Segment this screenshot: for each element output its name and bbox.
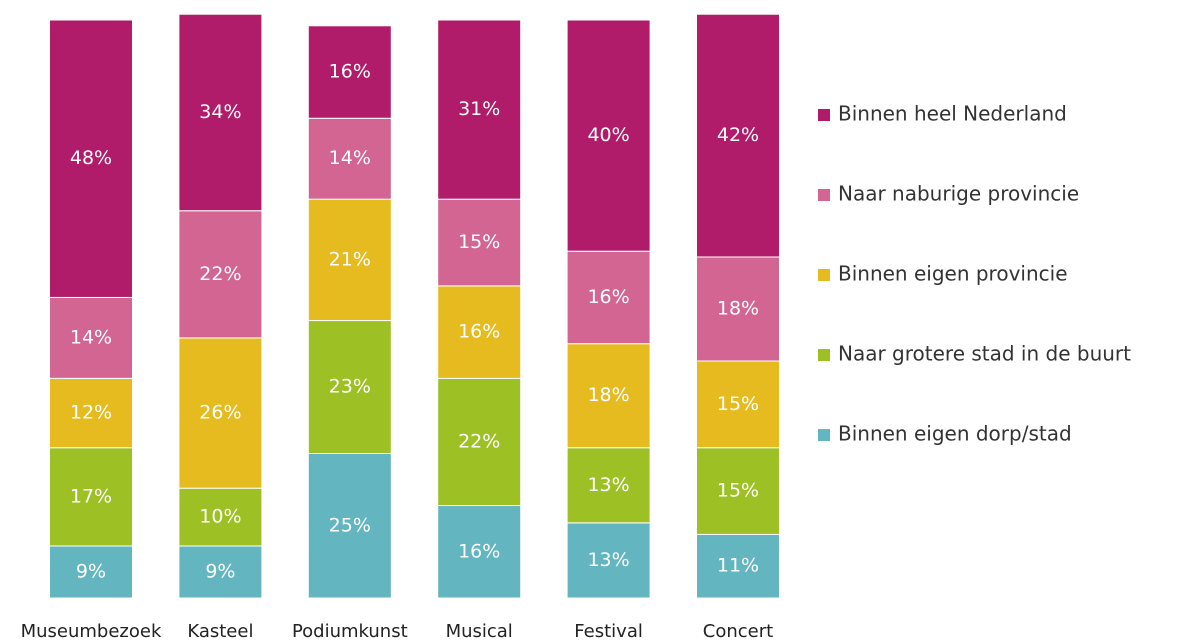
legend-swatch	[818, 429, 830, 441]
bar-segment	[307, 453, 392, 599]
data-label: 17%	[70, 485, 112, 507]
data-label: 10%	[199, 506, 241, 528]
data-label: 48%	[70, 147, 112, 169]
data-label: 23%	[329, 376, 371, 398]
bar-segment	[437, 19, 522, 200]
bar-segment	[307, 320, 392, 454]
legend-label: Naar naburige provincie	[838, 182, 1079, 206]
bar-segment	[437, 505, 522, 599]
legend-label: Binnen eigen provincie	[838, 262, 1068, 286]
data-label: 18%	[587, 384, 629, 406]
data-label: 42%	[717, 124, 759, 146]
bar-segment	[566, 343, 651, 449]
bar-segment	[178, 545, 263, 599]
legend-label: Binnen eigen dorp/stad	[838, 422, 1072, 446]
legend-label: Binnen heel Nederland	[838, 102, 1067, 126]
data-label: 13%	[587, 474, 629, 496]
data-label: 25%	[329, 514, 371, 536]
bar-segment	[178, 337, 263, 489]
legend-swatch	[818, 109, 830, 121]
data-label: 15%	[717, 480, 759, 502]
bar-segment	[566, 19, 651, 252]
bar-segment	[178, 487, 263, 547]
bar-segment	[437, 198, 522, 287]
bar-segment	[696, 533, 780, 599]
data-label: 16%	[458, 540, 500, 562]
bar-segment	[696, 256, 780, 362]
data-label: 31%	[458, 98, 500, 120]
bar-segment	[696, 360, 780, 449]
data-label: 16%	[587, 286, 629, 308]
legend-label: Naar grotere stad in de buurt	[838, 342, 1131, 366]
bar-segment	[49, 545, 133, 599]
bar-segment	[49, 19, 133, 298]
data-label: 13%	[587, 549, 629, 571]
data-label: 15%	[717, 393, 759, 415]
data-label: 15%	[458, 231, 500, 253]
bar-segment	[566, 522, 651, 599]
x-tick-label: Museumbezoek	[21, 621, 162, 642]
data-label: 11%	[717, 555, 759, 577]
x-tick-label: Musical	[446, 621, 513, 642]
legend-swatch	[818, 349, 830, 361]
data-label: 22%	[199, 263, 241, 285]
data-label: 14%	[70, 326, 112, 348]
bar-segment	[696, 447, 780, 535]
bar-segment	[437, 377, 522, 507]
data-label: 9%	[205, 560, 235, 582]
data-label: 16%	[329, 61, 371, 83]
data-label: 12%	[70, 402, 112, 424]
data-label: 34%	[199, 101, 241, 123]
data-label: 18%	[717, 298, 759, 320]
data-label: 40%	[587, 124, 629, 146]
bar-segment	[49, 447, 133, 547]
x-tick-label: Concert	[703, 621, 773, 642]
data-label: 21%	[329, 248, 371, 270]
data-label: 16%	[458, 321, 500, 343]
bar-segment	[437, 285, 522, 379]
bar-segment	[178, 13, 263, 212]
bar-segment	[178, 210, 263, 339]
bar-segment	[566, 250, 651, 345]
bar-segment	[307, 25, 392, 119]
bar-segment	[307, 198, 392, 322]
bar-segment	[696, 13, 780, 258]
data-label: 9%	[76, 560, 106, 582]
x-tick-label: Kasteel	[187, 621, 253, 642]
x-tick-label: Festival	[574, 621, 643, 642]
data-label: 14%	[329, 147, 371, 169]
legend-swatch	[818, 269, 830, 281]
data-label: 22%	[458, 430, 500, 452]
bar-segment	[49, 296, 133, 379]
data-label: 26%	[199, 402, 241, 424]
legend-swatch	[818, 189, 830, 201]
x-tick-label: Podiumkunst	[292, 621, 408, 642]
